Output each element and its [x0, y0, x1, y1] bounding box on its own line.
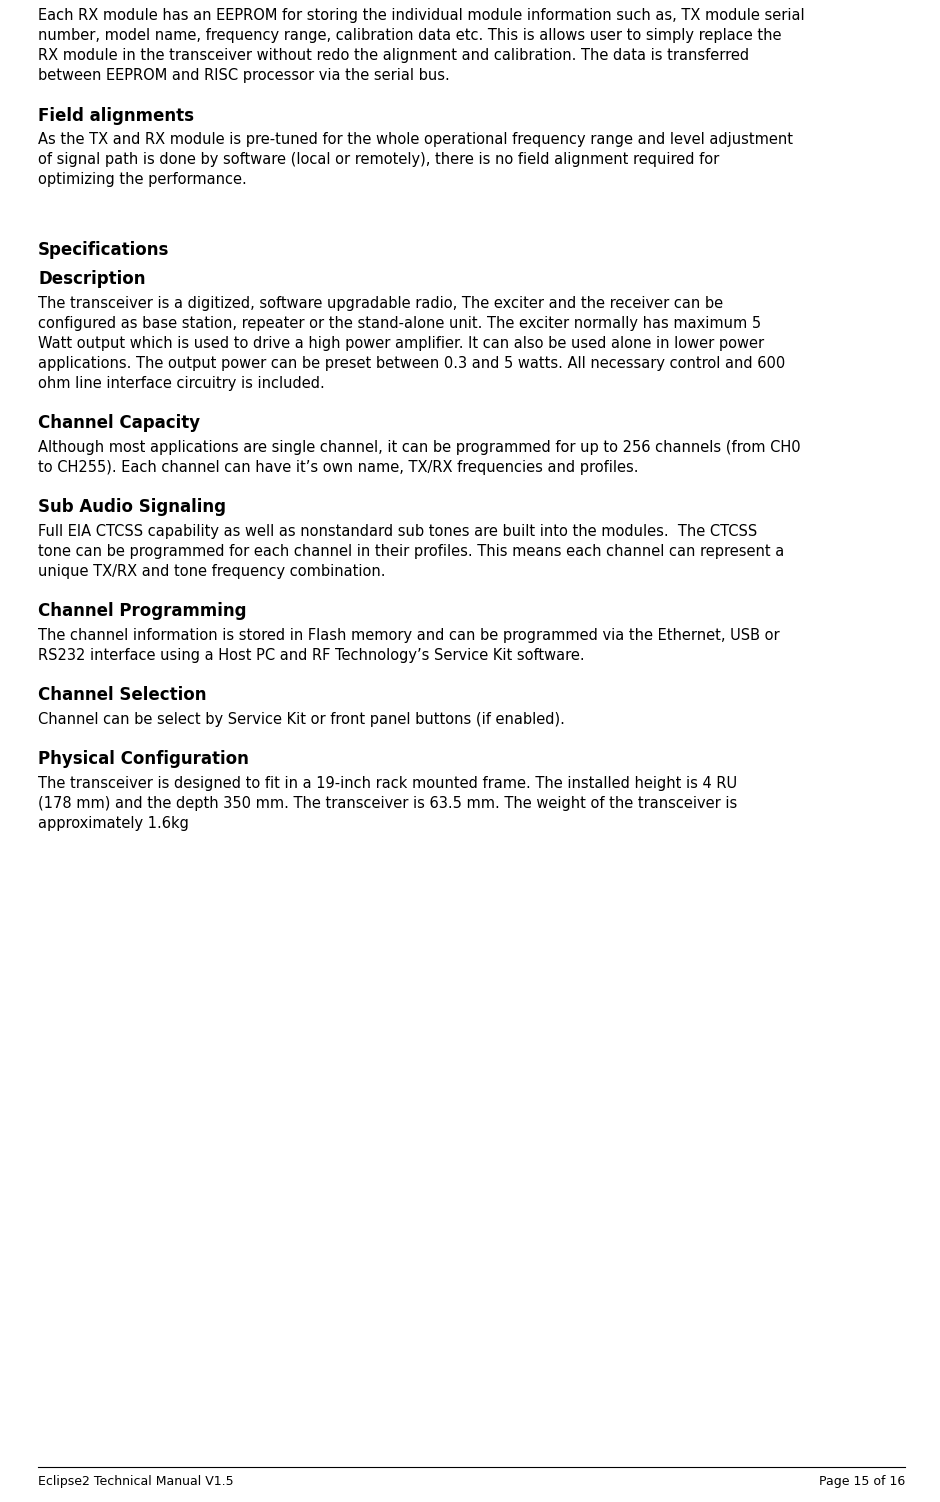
Text: approximately 1.6kg: approximately 1.6kg	[38, 816, 189, 831]
Text: Each RX module has an EEPROM for storing the individual module information such : Each RX module has an EEPROM for storing…	[38, 8, 805, 23]
Text: ohm line interface circuitry is included.: ohm line interface circuitry is included…	[38, 377, 324, 392]
Text: unique TX/RX and tone frequency combination.: unique TX/RX and tone frequency combinat…	[38, 565, 385, 580]
Text: Sub Audio Signaling: Sub Audio Signaling	[38, 499, 226, 517]
Text: tone can be programmed for each channel in their profiles. This means each chann: tone can be programmed for each channel …	[38, 544, 784, 559]
Text: RX module in the transceiver without redo the alignment and calibration. The dat: RX module in the transceiver without red…	[38, 48, 749, 63]
Text: Physical Configuration: Physical Configuration	[38, 749, 249, 768]
Text: Although most applications are single channel, it can be programmed for up to 25: Although most applications are single ch…	[38, 440, 801, 455]
Text: Channel Capacity: Channel Capacity	[38, 415, 200, 433]
Text: The transceiver is a digitized, software upgradable radio, The exciter and the r: The transceiver is a digitized, software…	[38, 296, 723, 311]
Text: configured as base station, repeater or the stand-alone unit. The exciter normal: configured as base station, repeater or …	[38, 315, 761, 330]
Text: RS232 interface using a Host PC and RF Technology’s Service Kit software.: RS232 interface using a Host PC and RF T…	[38, 649, 585, 664]
Text: Channel Programming: Channel Programming	[38, 602, 246, 620]
Text: Eclipse2 Technical Manual V1.5: Eclipse2 Technical Manual V1.5	[38, 1475, 234, 1488]
Text: optimizing the performance.: optimizing the performance.	[38, 173, 246, 188]
Text: (178 mm) and the depth 350 mm. The transceiver is 63.5 mm. The weight of the tra: (178 mm) and the depth 350 mm. The trans…	[38, 796, 737, 811]
Text: to CH255). Each channel can have it’s own name, TX/RX frequencies and profiles.: to CH255). Each channel can have it’s ow…	[38, 460, 638, 475]
Text: Specifications: Specifications	[38, 240, 169, 258]
Text: Description: Description	[38, 270, 146, 288]
Text: Channel Selection: Channel Selection	[38, 686, 207, 704]
Text: The transceiver is designed to fit in a 19-inch rack mounted frame. The installe: The transceiver is designed to fit in a …	[38, 775, 737, 790]
Text: Page 15 of 16: Page 15 of 16	[819, 1475, 905, 1488]
Text: number, model name, frequency range, calibration data etc. This is allows user t: number, model name, frequency range, cal…	[38, 29, 781, 44]
Text: Full EIA CTCSS capability as well as nonstandard sub tones are built into the mo: Full EIA CTCSS capability as well as non…	[38, 524, 758, 539]
Text: Channel can be select by Service Kit or front panel buttons (if enabled).: Channel can be select by Service Kit or …	[38, 712, 565, 727]
Text: Field alignments: Field alignments	[38, 107, 194, 125]
Text: As the TX and RX module is pre-tuned for the whole operational frequency range a: As the TX and RX module is pre-tuned for…	[38, 132, 793, 147]
Text: The channel information is stored in Flash memory and can be programmed via the : The channel information is stored in Fla…	[38, 628, 779, 643]
Text: applications. The output power can be preset between 0.3 and 5 watts. All necess: applications. The output power can be pr…	[38, 356, 785, 371]
Text: between EEPROM and RISC processor via the serial bus.: between EEPROM and RISC processor via th…	[38, 69, 449, 84]
Text: of signal path is done by software (local or remotely), there is no field alignm: of signal path is done by software (loca…	[38, 152, 719, 167]
Text: Watt output which is used to drive a high power amplifier. It can also be used a: Watt output which is used to drive a hig…	[38, 336, 764, 351]
